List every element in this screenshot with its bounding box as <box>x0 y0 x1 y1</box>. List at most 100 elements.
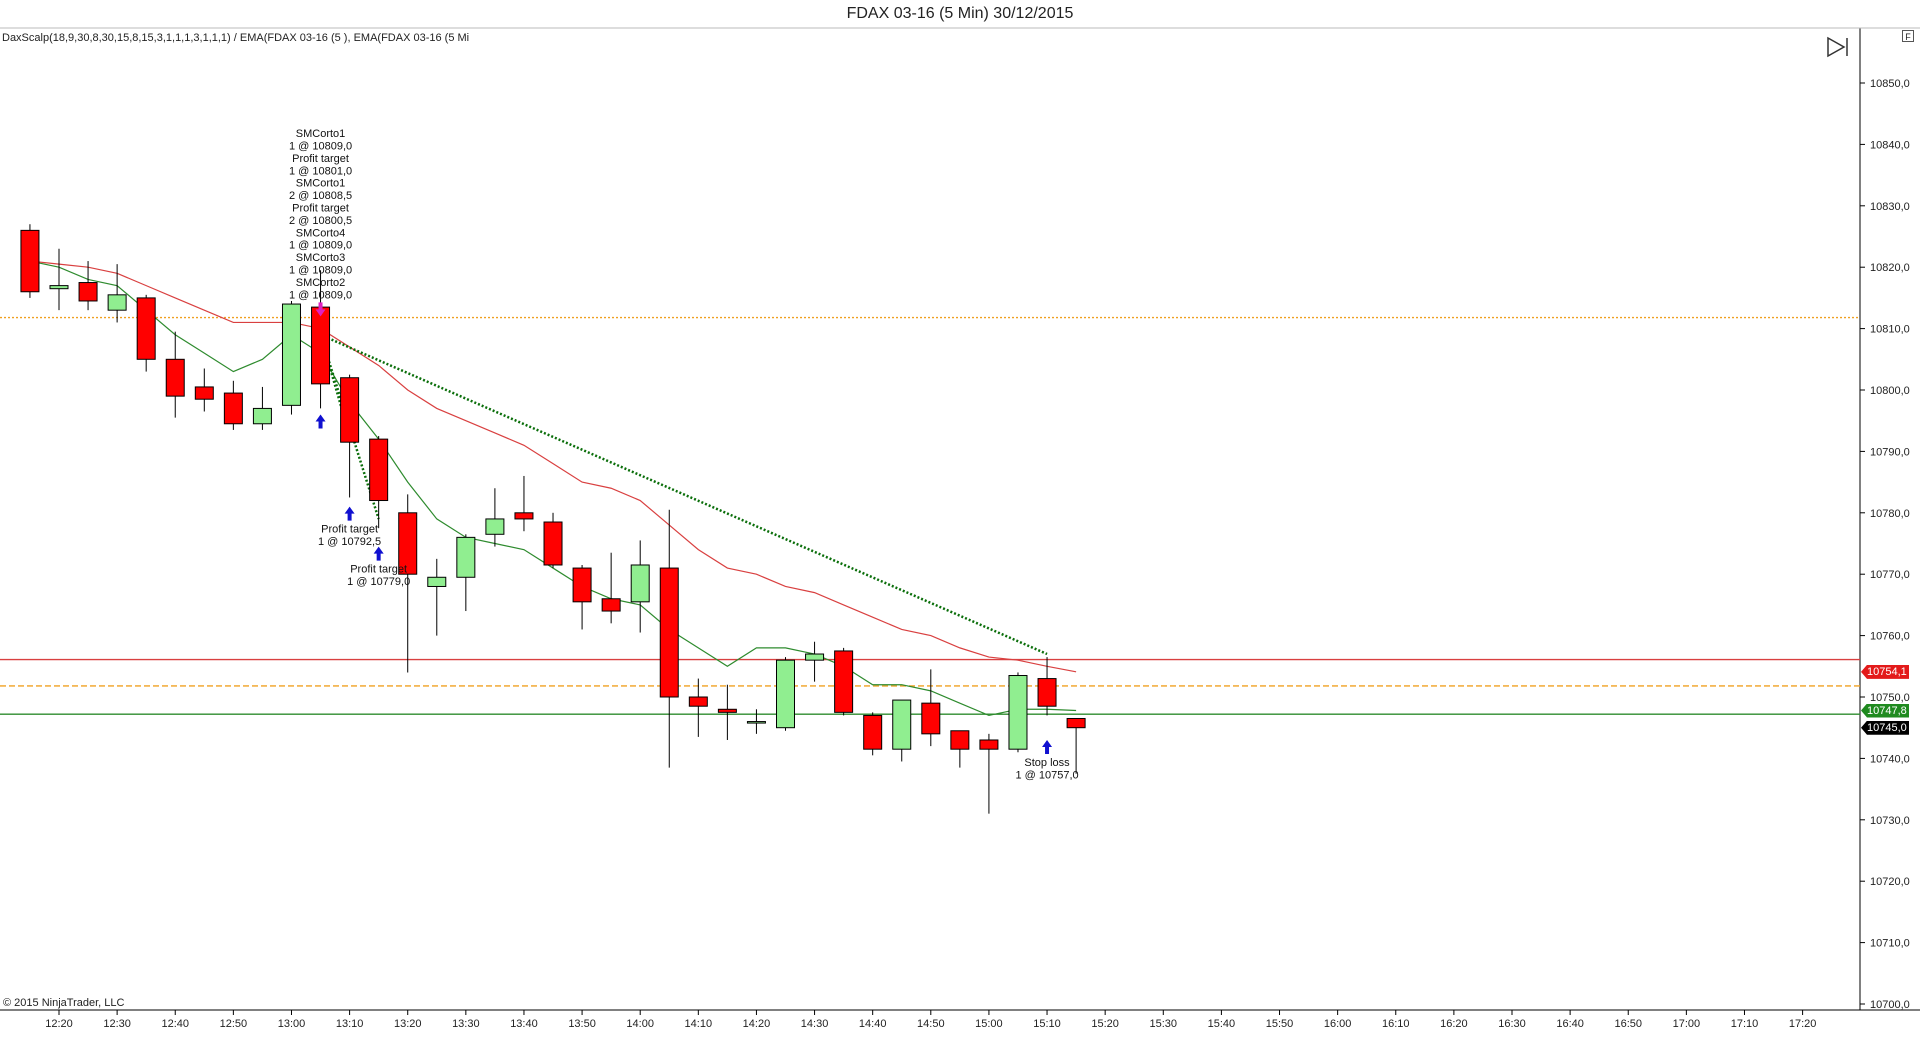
annotation-text: 1 @ 10809,0 <box>289 289 352 301</box>
x-tick-label: 14:10 <box>685 1018 713 1030</box>
y-tick-label: 10720,0 <box>1870 876 1910 888</box>
x-tick-label: 13:10 <box>336 1018 364 1030</box>
price-tag: 10747,8 <box>1861 703 1909 718</box>
candle-down <box>369 438 389 502</box>
candle-down <box>1066 717 1086 729</box>
annotation-text: 1 @ 10809,0 <box>289 141 352 153</box>
arrow-down-icon <box>315 302 326 317</box>
x-tick-label: 15:00 <box>975 1018 1003 1030</box>
candle-up <box>776 659 795 729</box>
annotation-text: 1 @ 10809,0 <box>289 240 352 252</box>
candle-up <box>456 536 476 578</box>
x-tick-label: 15:20 <box>1091 1018 1119 1030</box>
annotation-text: 1 @ 10792,5 <box>318 536 381 548</box>
candle-down <box>863 714 883 750</box>
y-tick-label: 10850,0 <box>1870 78 1910 90</box>
x-tick-label: 13:30 <box>452 1018 480 1030</box>
candle-down <box>223 392 243 425</box>
candle-down <box>688 696 708 707</box>
x-tick-label: 16:50 <box>1614 1018 1642 1030</box>
side-panel-button[interactable]: F <box>1902 30 1914 42</box>
x-tick-label: 17:20 <box>1789 1018 1817 1030</box>
horizontal-lines <box>0 316 1860 715</box>
x-tick-label: 14:40 <box>859 1018 887 1030</box>
annotation-text: 2 @ 10800,5 <box>289 215 352 227</box>
window-title: FDAX 03-16 (5 Min) 30/12/2015 <box>846 5 1074 22</box>
y-tick-label: 10760,0 <box>1870 631 1910 643</box>
x-tick-label: 16:00 <box>1324 1018 1352 1030</box>
y-tick-label: 10700,0 <box>1870 999 1910 1011</box>
scroll-to-end-icon[interactable] <box>1826 36 1850 58</box>
x-tick-label: 12:40 <box>161 1018 189 1030</box>
candle-down <box>1037 678 1057 707</box>
indicator-label: DaxScalp(18,9,30,8,30,15,8,15,3,1,1,1,3,… <box>2 32 470 44</box>
ema-slow-line <box>29 260 1077 673</box>
y-tick-label: 10790,0 <box>1870 446 1910 458</box>
candle-down <box>311 306 331 385</box>
candle-down <box>136 297 156 360</box>
x-tick-label: 15:40 <box>1208 1018 1236 1030</box>
candle-up <box>746 721 766 724</box>
candle-up <box>485 518 505 535</box>
trade-line <box>320 333 1048 656</box>
arrow-up-icon <box>373 546 384 561</box>
annotation-text: 1 @ 10757,0 <box>1015 769 1078 781</box>
candle-up <box>892 699 912 750</box>
candle-up <box>427 576 447 587</box>
candle-down <box>20 229 40 293</box>
arrow-up-icon <box>344 506 355 521</box>
candle-down <box>601 598 621 612</box>
annotation-text: Stop loss <box>1024 757 1070 769</box>
y-tick-label: 10770,0 <box>1870 569 1910 581</box>
y-tick-label: 10840,0 <box>1870 139 1910 151</box>
x-tick-label: 14:00 <box>626 1018 654 1030</box>
annotation-text: 1 @ 10801,0 <box>289 165 352 177</box>
y-tick-label: 10800,0 <box>1870 385 1910 397</box>
candle-up <box>805 653 825 661</box>
candle-down <box>78 282 98 302</box>
price-tag: 10754,1 <box>1861 664 1909 679</box>
y-tick-label: 10740,0 <box>1870 753 1910 765</box>
candle-down <box>717 708 737 713</box>
x-tick-label: 16:40 <box>1556 1018 1584 1030</box>
x-tick-label: 15:50 <box>1266 1018 1294 1030</box>
candle-down <box>979 739 999 750</box>
annotation-text: Profit target <box>350 564 407 576</box>
candle-up <box>630 564 650 603</box>
x-tick-label: 16:10 <box>1382 1018 1410 1030</box>
candle-down <box>398 512 418 575</box>
x-tick-label: 13:00 <box>278 1018 306 1030</box>
candle-down <box>194 386 214 400</box>
annotation-text: 1 @ 10779,0 <box>347 576 410 588</box>
annotation-text: 1 @ 10809,0 <box>289 265 352 277</box>
annotation-text: SMCorto4 <box>296 227 346 239</box>
x-tick-label: 13:40 <box>510 1018 538 1030</box>
x-tick-label: 15:30 <box>1150 1018 1178 1030</box>
arrow-up-icon <box>1042 739 1053 754</box>
trade-lines <box>319 333 1048 656</box>
x-tick-label: 12:30 <box>103 1018 131 1030</box>
candle-up <box>49 285 69 290</box>
annotation-text: SMCorto1 <box>296 178 346 190</box>
x-tick-label: 12:50 <box>220 1018 248 1030</box>
chart-axes: 10700,0 10710,0 10720,0 10730,0 10740,0 10750… <box>0 27 1920 1030</box>
y-tick-label: 10730,0 <box>1870 815 1910 827</box>
candle-down <box>340 377 360 443</box>
candle-down <box>572 567 592 603</box>
candle-up <box>107 294 127 311</box>
candle-down <box>834 650 854 713</box>
x-tick-label: 15:10 <box>1033 1018 1061 1030</box>
price-tag: 10745,0 <box>1861 720 1909 735</box>
x-tick-label: 17:00 <box>1673 1018 1701 1030</box>
annotation-text: SMCorto1 <box>296 128 346 140</box>
y-tick-label: 10830,0 <box>1870 201 1910 213</box>
candle-down <box>921 702 941 735</box>
y-tick-label: 10820,0 <box>1870 262 1910 274</box>
arrow-up-icon <box>315 414 326 429</box>
x-tick-label: 16:30 <box>1498 1018 1526 1030</box>
y-tick-label: 10710,0 <box>1870 938 1910 950</box>
annotation-text: Profit target <box>321 524 378 536</box>
x-tick-label: 13:50 <box>568 1018 596 1030</box>
